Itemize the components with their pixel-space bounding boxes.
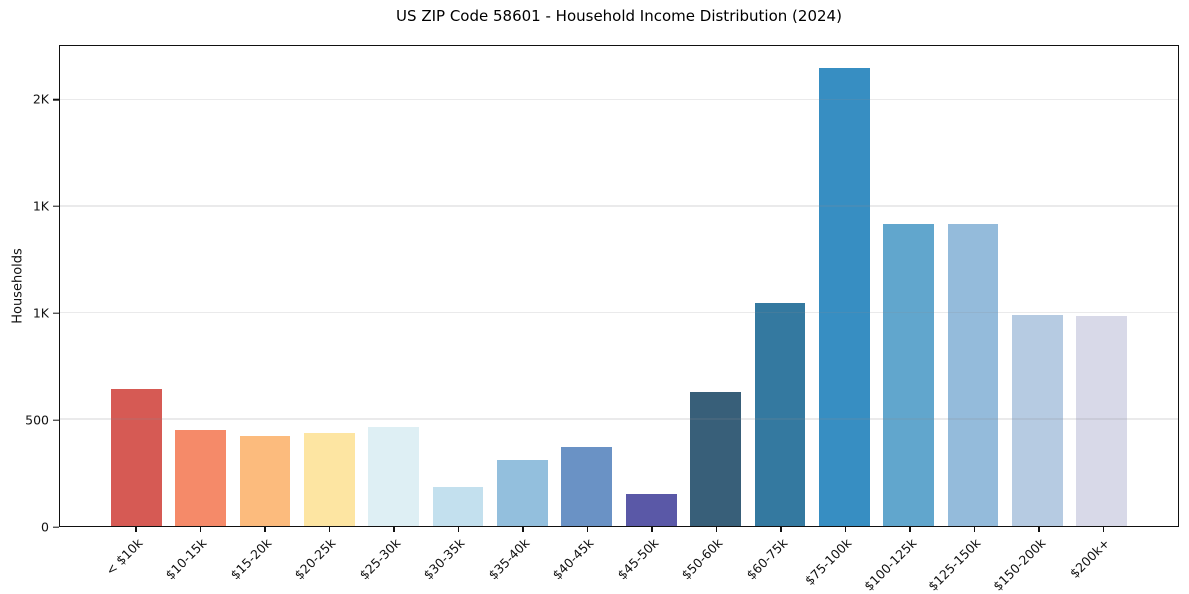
bar-$35-40k bbox=[497, 460, 548, 526]
x-axis-slots: < $10k $10-15k $15-20k $20-25k $25-30k $30-35… bbox=[59, 527, 1179, 594]
y-tick-label: 1K bbox=[32, 305, 49, 321]
x-tick-mark bbox=[264, 527, 266, 532]
y-tick-label: 0 bbox=[41, 518, 49, 534]
x-tick-label: $40-45k bbox=[549, 535, 597, 583]
bar-$30-35k bbox=[432, 486, 484, 526]
y-tick-label: 1K bbox=[32, 198, 49, 214]
bar-$25-30k bbox=[368, 427, 420, 526]
bar-slot bbox=[683, 46, 747, 526]
y-tick-mark bbox=[53, 98, 59, 101]
x-slot: $15-20k bbox=[227, 527, 297, 590]
x-tick-label: $30-35k bbox=[420, 535, 468, 583]
x-tick-label: $50-60k bbox=[678, 535, 726, 583]
x-tick-mark bbox=[973, 527, 976, 532]
bar-$75-100k bbox=[818, 68, 870, 526]
x-slot: $50-60k bbox=[679, 527, 749, 590]
bar-slot bbox=[812, 46, 876, 526]
y-tick-mark bbox=[53, 312, 59, 314]
title-row: US ZIP Code 58601 - Household Income Dis… bbox=[59, 0, 1179, 45]
bar-$45-50k bbox=[625, 494, 677, 526]
bar-$100-125k bbox=[883, 223, 935, 526]
bar-slot bbox=[233, 46, 297, 526]
y-axis: 0 500 1K 1K 2K bbox=[0, 45, 59, 532]
x-tick-label: $10-15k bbox=[162, 535, 210, 583]
x-tick-mark bbox=[199, 527, 202, 532]
x-tick-mark bbox=[457, 527, 460, 532]
x-tick-mark bbox=[909, 527, 911, 532]
x-tick-label: $15-20k bbox=[227, 535, 275, 583]
x-tick-mark bbox=[586, 527, 589, 532]
y-tick-label: 500 bbox=[25, 411, 49, 427]
x-slot: $20-25k bbox=[292, 527, 362, 590]
bar-$125-150k bbox=[947, 223, 999, 526]
x-tick-mark bbox=[844, 527, 847, 532]
bar-$40-45k bbox=[561, 447, 613, 526]
x-tick-mark bbox=[1102, 527, 1105, 532]
bar-$20-25k bbox=[303, 433, 355, 526]
bar-slot bbox=[297, 46, 361, 526]
bar-$200k+ bbox=[1076, 316, 1128, 526]
bar-slot bbox=[1070, 46, 1134, 526]
x-slot: $150-200k bbox=[990, 527, 1071, 594]
x-tick-label: $35-40k bbox=[485, 535, 533, 583]
chart-title: US ZIP Code 58601 - Household Income Dis… bbox=[396, 7, 842, 25]
x-slot: $100-125k bbox=[861, 527, 942, 594]
x-tick-label: $20-25k bbox=[291, 535, 339, 583]
x-tick-mark bbox=[780, 527, 782, 532]
x-tick-label: $200k+ bbox=[1067, 535, 1113, 581]
bar-slot bbox=[490, 46, 554, 526]
x-slot: $75-100k bbox=[802, 527, 878, 590]
bar-$10-15k bbox=[175, 430, 226, 526]
bars-container bbox=[60, 46, 1178, 526]
bar-slot bbox=[619, 46, 683, 526]
bar-$150-200k bbox=[1012, 315, 1063, 526]
x-slot: $45-50k bbox=[614, 527, 684, 590]
bar-slot bbox=[104, 46, 168, 526]
x-slot: $40-45k bbox=[550, 527, 620, 590]
y-tick-mark bbox=[53, 526, 59, 528]
x-axis: < $10k $10-15k $15-20k $20-25k $25-30k $30-35… bbox=[59, 527, 1179, 594]
bar-slot bbox=[941, 46, 1005, 526]
x-tick-label: < $10k bbox=[102, 535, 146, 579]
bar-slot bbox=[748, 46, 812, 526]
y-tick-mark bbox=[53, 419, 59, 421]
bar-slot bbox=[1005, 46, 1069, 526]
bar-slot bbox=[426, 46, 490, 526]
x-tick-label: $45-50k bbox=[614, 535, 662, 583]
x-slot: $200k+ bbox=[1067, 527, 1136, 590]
x-slot: < $10k bbox=[102, 527, 168, 590]
x-tick-mark bbox=[651, 527, 653, 532]
x-slot: $25-30k bbox=[356, 527, 426, 590]
bar-$50-60k bbox=[690, 391, 741, 526]
x-tick-label: $60-75k bbox=[743, 535, 791, 583]
plot-area bbox=[59, 45, 1179, 527]
x-tick-mark bbox=[393, 527, 395, 532]
x-slot: $125-150k bbox=[925, 527, 1007, 594]
x-tick-label: $25-30k bbox=[356, 535, 404, 583]
bar-$60-75k bbox=[754, 302, 806, 526]
x-tick-mark bbox=[522, 527, 524, 532]
bar-< $10k bbox=[110, 388, 162, 526]
bar-slot bbox=[877, 46, 941, 526]
bar-$15-20k bbox=[239, 435, 291, 526]
x-slot: $60-75k bbox=[743, 527, 813, 590]
y-tick-mark bbox=[53, 205, 59, 208]
bar-slot bbox=[555, 46, 619, 526]
x-tick-mark bbox=[1038, 527, 1040, 532]
x-tick-mark bbox=[135, 527, 137, 532]
y-tick-label: 2K bbox=[32, 91, 49, 107]
bar-slot bbox=[362, 46, 426, 526]
x-tick-mark bbox=[715, 527, 718, 532]
x-tick-mark bbox=[328, 527, 331, 532]
bar-slot bbox=[168, 46, 232, 526]
x-slot: $30-35k bbox=[421, 527, 491, 590]
x-slot: $35-40k bbox=[485, 527, 555, 590]
x-slot: $10-15k bbox=[163, 527, 233, 590]
